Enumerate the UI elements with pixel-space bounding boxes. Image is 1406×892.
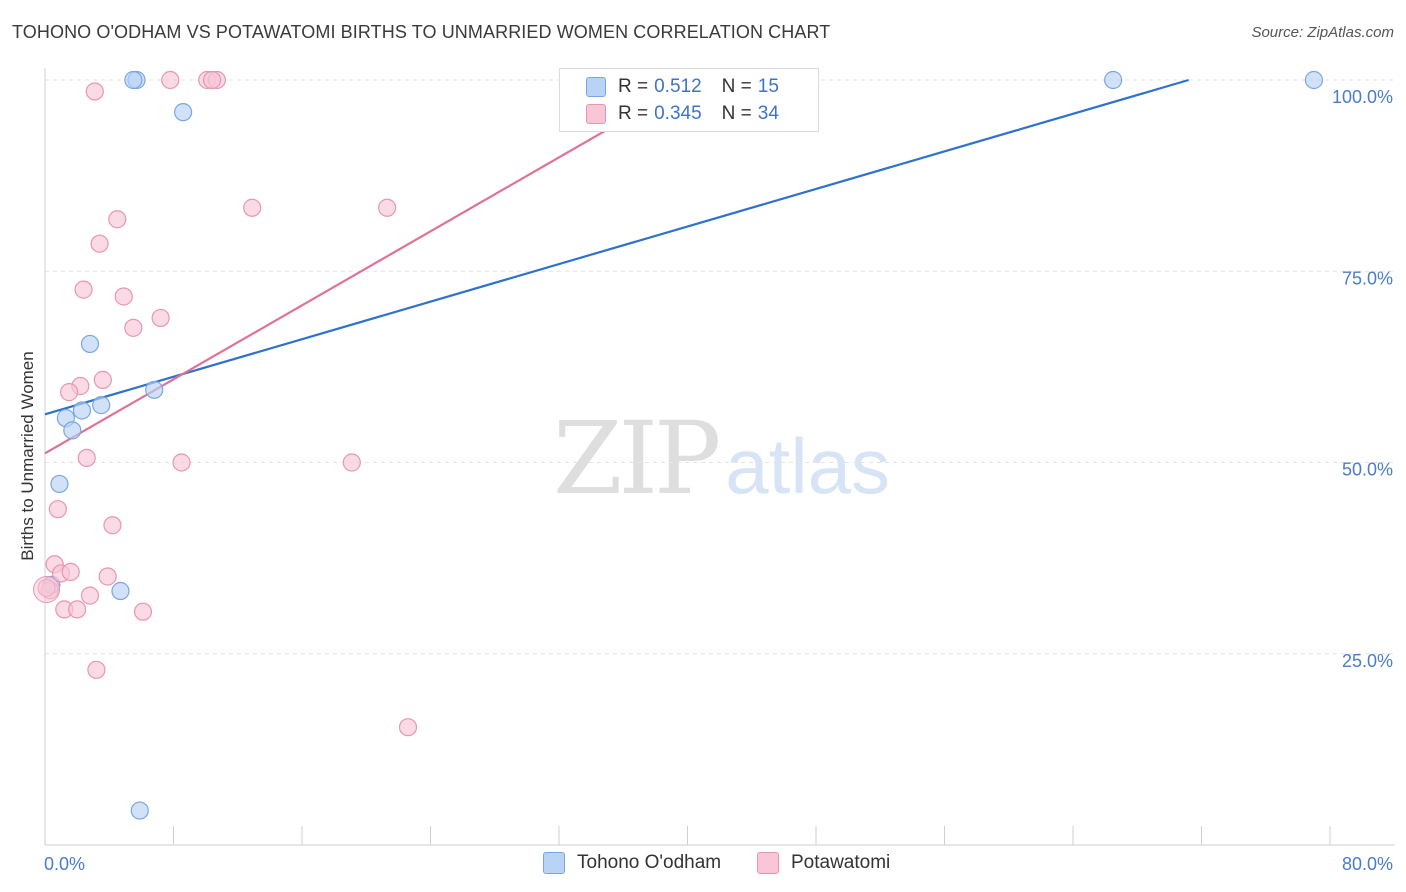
y-tick-label: 25.0% <box>1342 651 1393 671</box>
point-potawatomi <box>59 383 79 402</box>
point-potawatomi <box>243 198 262 217</box>
legend-row-potawatomi: R = 0.345 N = 34 <box>586 101 779 127</box>
legend-swatch-tohono <box>586 77 606 97</box>
point-potawatomi <box>103 516 122 535</box>
point-tohono <box>72 401 92 420</box>
legend-n-value-potawatomi: 34 <box>757 103 779 124</box>
point-potawatomi <box>108 210 127 229</box>
series-label-potawatomi: Potawatomi <box>791 852 891 873</box>
point-potawatomi <box>93 370 112 389</box>
point-potawatomi <box>80 586 100 605</box>
point-potawatomi <box>342 453 361 472</box>
series-swatch-tohono <box>543 852 565 874</box>
point-potawatomi <box>172 453 191 472</box>
axes <box>44 68 1395 846</box>
point-potawatomi <box>202 70 222 90</box>
point-tohono <box>80 334 100 354</box>
point-potawatomi <box>87 660 106 679</box>
point-potawatomi <box>378 198 397 217</box>
point-potawatomi <box>85 82 104 101</box>
chart-title: TOHONO O'ODHAM VS POTAWATOMI BIRTHS TO U… <box>12 22 831 42</box>
legend-swatch-potawatomi <box>586 104 606 124</box>
series-legend-potawatomi[interactable]: Potawatomi <box>757 852 890 874</box>
data-points <box>33 70 1324 820</box>
trend-line-tohono <box>44 78 1189 416</box>
point-potawatomi <box>90 234 109 253</box>
point-tohono <box>174 103 193 122</box>
point-potawatomi <box>33 575 61 603</box>
legend-r-label: R = <box>618 76 649 97</box>
point-potawatomi <box>398 718 418 737</box>
point-potawatomi <box>114 287 133 306</box>
series-legend: Tohono O'odham Potawatomi <box>0 852 1406 878</box>
watermark-zip: ZIP <box>553 400 721 517</box>
axis-labels: 25.0% 50.0% 75.0% 100.0% 0.0% 80.0% Births to … <box>18 87 1393 874</box>
trend-line-potawatomi <box>44 80 692 455</box>
source-credit: Source: ZipAtlas.com <box>1251 24 1394 41</box>
point-potawatomi <box>161 70 180 90</box>
point-potawatomi <box>98 567 117 586</box>
series-swatch-potawatomi <box>757 852 779 874</box>
legend-n-label: N = <box>721 76 752 97</box>
legend-r-value-potawatomi: 0.345 <box>654 103 702 124</box>
point-tohono <box>1104 70 1123 90</box>
series-label-tohono: Tohono O'odham <box>577 852 722 873</box>
x-tick-label: 80.0% <box>1342 854 1393 874</box>
trend-lines <box>44 78 1189 455</box>
point-potawatomi <box>124 318 143 337</box>
point-potawatomi <box>68 600 87 619</box>
point-tohono <box>111 581 130 601</box>
point-tohono <box>124 70 143 90</box>
legend-row-tohono: R = 0.512 N = 15 <box>586 74 779 100</box>
point-potawatomi <box>151 308 170 328</box>
y-tick-label: 75.0% <box>1342 268 1393 288</box>
point-potawatomi <box>48 500 67 519</box>
point-tohono <box>92 396 111 415</box>
point-tohono <box>130 801 149 820</box>
y-axis-title: Births to Unmarried Women <box>18 351 37 560</box>
x-tick-label: 0.0% <box>44 854 85 874</box>
watermark-atlas: atlas <box>725 422 891 510</box>
point-potawatomi <box>77 448 96 468</box>
y-tick-label: 50.0% <box>1342 460 1393 480</box>
point-potawatomi <box>74 280 93 299</box>
point-potawatomi <box>61 562 80 581</box>
watermark: ZIP atlas <box>553 400 890 517</box>
point-tohono <box>63 421 82 440</box>
point-potawatomi <box>133 602 153 621</box>
series-legend-tohono[interactable]: Tohono O'odham <box>543 852 721 874</box>
legend-r-label: R = <box>618 103 649 124</box>
legend-n-value-tohono: 15 <box>757 76 779 97</box>
grid-lines <box>45 79 1395 655</box>
y-tick-label: 100.0% <box>1332 87 1393 107</box>
point-tohono <box>145 380 164 399</box>
point-tohono <box>1304 70 1324 90</box>
stats-legend: R = 0.512 N = 15 R = 0.345 N = 34 <box>559 68 819 132</box>
legend-n-label: N = <box>721 103 752 124</box>
point-tohono <box>50 474 69 494</box>
legend-r-value-tohono: 0.512 <box>654 76 702 97</box>
